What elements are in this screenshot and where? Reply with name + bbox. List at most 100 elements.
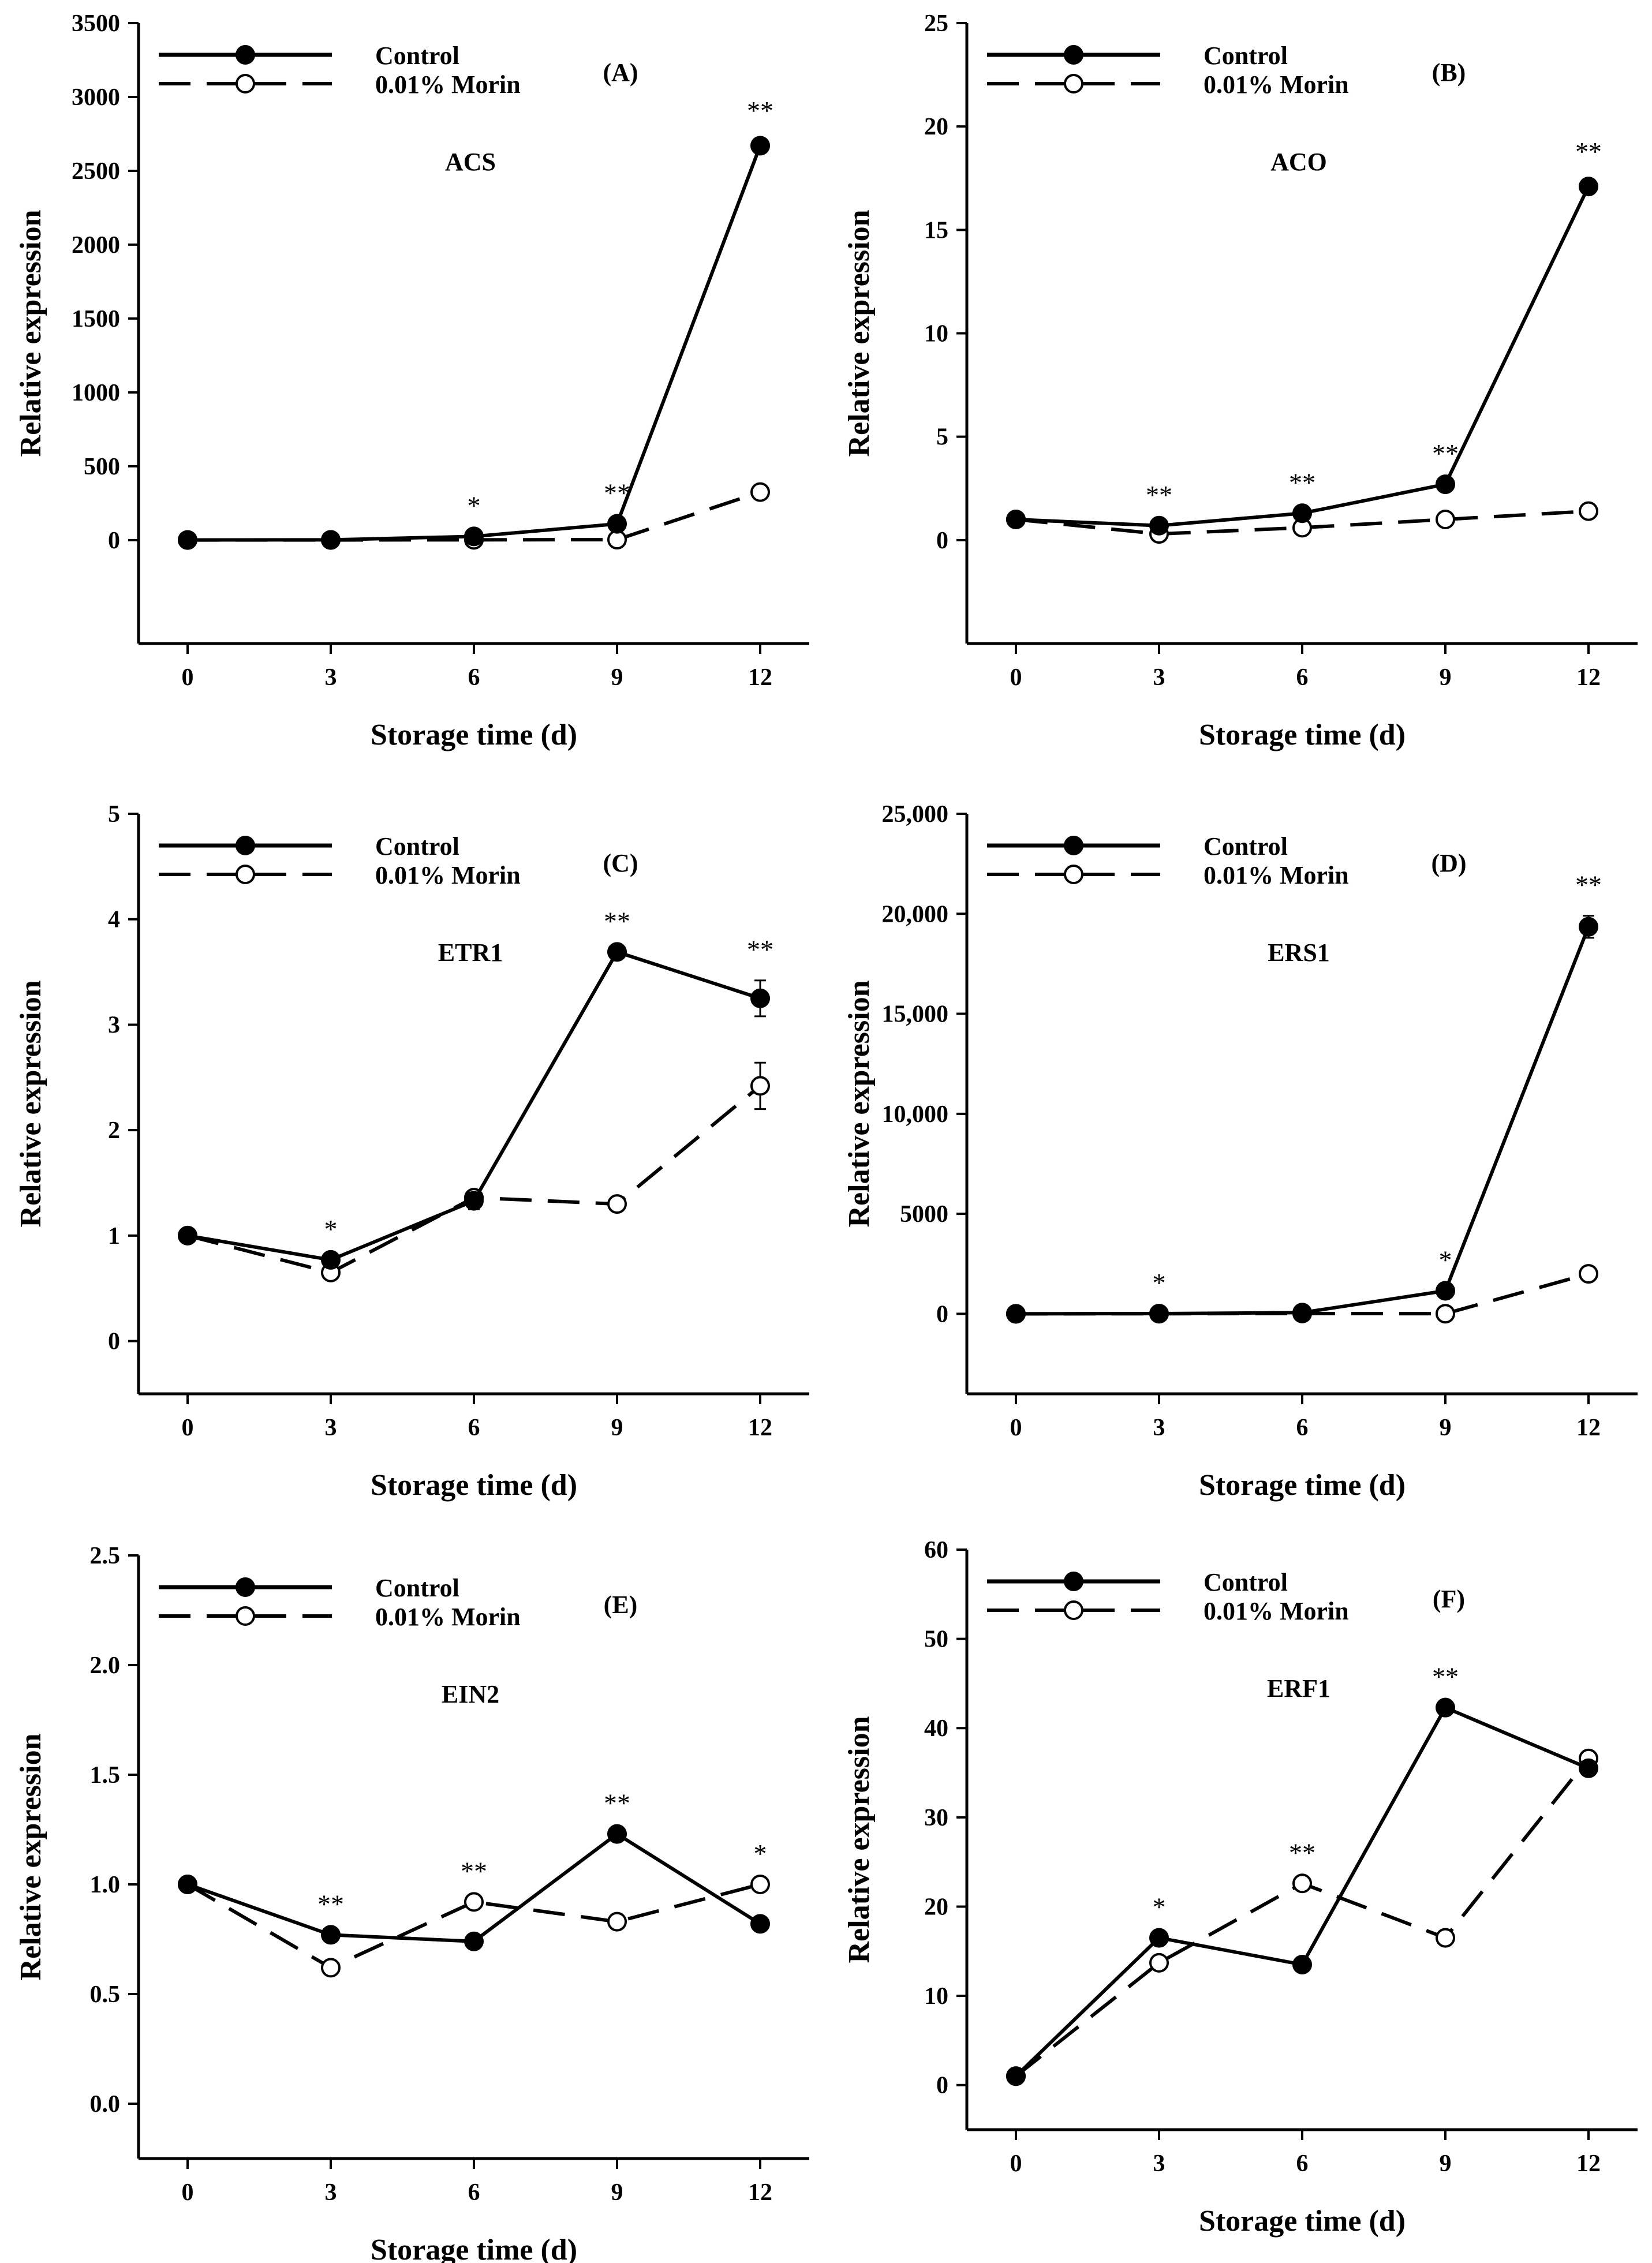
legend-morin-marker (236, 74, 255, 93)
y-tick-label: 1.0 (90, 1872, 121, 1898)
legend-morin-marker (1064, 74, 1083, 93)
significance-marker: ** (461, 1856, 487, 1886)
x-tick-label: 3 (1153, 1415, 1165, 1441)
y-tick-label: 0 (936, 2073, 948, 2099)
x-tick-label: 9 (611, 1415, 623, 1441)
y-tick-label: 10 (924, 1983, 948, 2010)
x-axis-label: Storage time (d) (371, 719, 577, 751)
significance-marker: ** (604, 478, 630, 508)
x-tick-label: 0 (1010, 2150, 1022, 2177)
control-point (321, 1250, 341, 1270)
legend-morin-label: 0.01% Morin (1204, 861, 1349, 889)
x-tick-label: 0 (182, 664, 194, 691)
x-tick-label: 12 (1576, 664, 1601, 691)
control-point (178, 1225, 197, 1245)
x-tick-label: 0 (182, 2179, 194, 2206)
x-tick-label: 9 (1440, 1415, 1452, 1441)
y-tick-label: 5 (936, 424, 948, 451)
y-tick-label: 15,000 (882, 1001, 949, 1028)
control-point (464, 526, 484, 547)
legend-control-label: Control (375, 832, 459, 861)
y-tick-label: 1500 (72, 306, 120, 332)
y-tick-label: 2.0 (90, 1652, 121, 1679)
x-axis-label: Storage time (d) (371, 1469, 577, 1502)
y-tick-label: 0 (936, 1301, 948, 1327)
series-morin-line (186, 1883, 761, 1970)
significance-marker: ** (604, 1789, 630, 1818)
y-tick-label: 40 (924, 1715, 948, 1742)
y-tick-label: 2000 (72, 232, 120, 259)
x-tick-label: 3 (325, 1415, 337, 1441)
control-point (1149, 1928, 1169, 1948)
series-morin-line (188, 490, 761, 542)
control-point (750, 136, 770, 156)
control-point (1292, 1954, 1312, 1974)
x-tick-label: 9 (611, 2179, 623, 2206)
x-tick-label: 12 (748, 2179, 772, 2206)
morin-point (1436, 510, 1455, 529)
chart-panel-5: 0.0 0.5 1.0 1.5 2.0 2.5 0 3 6 9 12 Storage time (d)… (14, 1543, 809, 2263)
control-point (607, 514, 627, 534)
y-tick-label: 4 (108, 907, 120, 933)
chart-panel-2: 0 5 10 15 20 25 0 3 6 9 12 Storage time (d) Relative… (843, 10, 1638, 751)
legend-control-label: Control (1204, 1568, 1288, 1596)
panel-label: (B) (1432, 58, 1466, 87)
control-point (321, 530, 341, 550)
y-tick-label: 0.5 (90, 1981, 121, 2008)
significance-marker: * (324, 1214, 338, 1244)
control-point (1436, 474, 1455, 495)
y-tick-label: 0.0 (90, 2091, 121, 2118)
x-tick-label: 9 (611, 664, 623, 691)
series-morin-line (1015, 1757, 1590, 2078)
y-tick-label: 20 (924, 114, 948, 140)
y-tick-label: 3500 (72, 10, 120, 37)
legend-morin-label: 0.01% Morin (375, 70, 521, 99)
legend-control-marker (1064, 836, 1083, 855)
significance-marker: ** (1432, 439, 1459, 468)
x-tick-label: 12 (748, 1415, 772, 1441)
legend-control-label: Control (1204, 42, 1288, 70)
significance-marker: * (1439, 1245, 1452, 1275)
y-tick-label: 20 (924, 1894, 948, 1920)
series-control-line (187, 1831, 761, 1943)
x-tick-label: 3 (1153, 664, 1165, 691)
x-tick-label: 0 (182, 1415, 194, 1441)
significance-marker: ** (317, 1889, 344, 1918)
control-point (1579, 177, 1598, 197)
y-tick-label: 0 (108, 528, 120, 554)
morin-point (1292, 1873, 1312, 1894)
control-point (1436, 1281, 1455, 1301)
control-point (178, 530, 197, 550)
control-point (750, 988, 770, 1008)
significance-marker: ** (1575, 137, 1602, 166)
legend-control-marker (1064, 1572, 1083, 1591)
control-point (464, 1191, 484, 1211)
chart-panel-1: 0 500 1000 1500 2000 2500 3000 3500 0 3 6 9 12 Storag… (14, 10, 809, 751)
y-tick-label: 25,000 (882, 801, 949, 828)
x-tick-label: 6 (468, 1415, 480, 1441)
legend-morin-marker (236, 1606, 255, 1626)
y-tick-label: 1 (108, 1223, 120, 1250)
x-axis-label: Storage time (d) (371, 2234, 577, 2263)
y-axis-label: Relative expression (843, 210, 876, 457)
control-point (1292, 503, 1312, 523)
y-axis-label: Relative expression (843, 1716, 876, 1963)
significance-marker: ** (1575, 870, 1602, 900)
control-point (1006, 2066, 1026, 2086)
x-axis-label: Storage time (d) (1199, 719, 1406, 751)
legend-control-label: Control (1204, 832, 1288, 861)
y-axis-label: Relative expression (14, 210, 47, 457)
morin-point (464, 1892, 484, 1912)
y-axis-label: Relative expression (14, 980, 47, 1227)
y-axis-label: Relative expression (14, 1733, 47, 1980)
series-morin-line (187, 1084, 761, 1275)
x-tick-label: 12 (1576, 2150, 1601, 2177)
legend-control-marker (236, 836, 255, 855)
series-control-line (187, 145, 762, 542)
panel-label: (E) (604, 1591, 638, 1619)
control-point (1436, 1697, 1455, 1718)
y-tick-label: 15 (924, 217, 948, 244)
y-tick-label: 1.5 (90, 1762, 121, 1789)
